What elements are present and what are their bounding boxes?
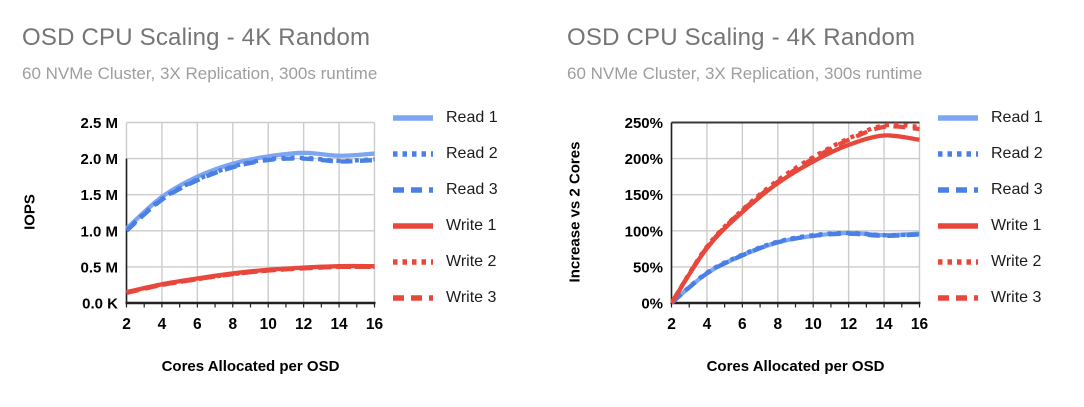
svg-text:6: 6 — [193, 316, 202, 333]
x-axis-title: Cores Allocated per OSD — [161, 358, 340, 375]
svg-text:4: 4 — [703, 316, 712, 333]
series-line-read-3 — [670, 231, 920, 304]
svg-text:2: 2 — [122, 316, 131, 333]
svg-text:0.0 K: 0.0 K — [82, 296, 118, 313]
svg-text:4: 4 — [158, 316, 167, 333]
svg-text:150%: 150% — [625, 187, 663, 204]
y-tick-labels: 0.0 K 0.5 M 1.0 M 1.5 M 2.0 M 2.5 M — [80, 115, 118, 313]
gridlines — [670, 121, 921, 304]
svg-text:10: 10 — [260, 316, 277, 333]
chart-subtitle: 60 NVMe Cluster, 3X Replication, 300s ru… — [22, 64, 378, 83]
x-tick-labels: 2 4 6 8 10 12 14 16 — [667, 316, 928, 333]
svg-text:1.5 M: 1.5 M — [80, 187, 118, 204]
svg-text:12: 12 — [295, 316, 312, 333]
svg-text:200%: 200% — [625, 151, 663, 168]
svg-text:8: 8 — [228, 316, 237, 333]
svg-text:0.5 M: 0.5 M — [80, 259, 118, 276]
series-line-write-3 — [126, 264, 375, 295]
series-line-read-3 — [125, 156, 375, 233]
svg-text:10: 10 — [805, 316, 822, 333]
svg-text:2.0 M: 2.0 M — [80, 151, 118, 168]
x-axis-title: Cores Allocated per OSD — [706, 358, 885, 375]
svg-text:100%: 100% — [625, 223, 663, 240]
gridlines — [125, 121, 376, 304]
plot-area-iops: 0.0 K 0.5 M 1.0 M 1.5 M 2.0 M 2.5 M 2 4 6 8 10 12 14… — [80, 115, 383, 333]
y-tick-labels: 0% 50% 100% 150% 200% 250% — [625, 115, 663, 313]
svg-text:2.5 M: 2.5 M — [80, 115, 118, 132]
series-line-write-1 — [126, 263, 375, 295]
svg-text:1.0 M: 1.0 M — [80, 223, 118, 240]
series-line-read-1 — [125, 150, 375, 231]
series-line-write-2 — [670, 122, 920, 304]
series-line-write-3 — [670, 124, 920, 304]
svg-text:2: 2 — [667, 316, 676, 333]
chart-iops: OSD CPU Scaling - 4K Random 60 NVMe Clus… — [22, 24, 498, 375]
x-tick-labels: 2 4 6 8 10 12 14 16 — [122, 316, 383, 333]
svg-text:16: 16 — [366, 316, 384, 333]
svg-text:250%: 250% — [625, 115, 663, 132]
axes — [670, 122, 921, 308]
series-line-write-1 — [670, 133, 920, 304]
svg-text:0%: 0% — [641, 296, 663, 313]
svg-text:14: 14 — [875, 316, 893, 333]
svg-text:16: 16 — [911, 316, 929, 333]
svg-text:14: 14 — [330, 316, 348, 333]
svg-text:12: 12 — [840, 316, 857, 333]
chart-title: OSD CPU Scaling - 4K Random — [22, 24, 371, 51]
chart-subtitle: 60 NVMe Cluster, 3X Replication, 300s ru… — [567, 64, 923, 83]
series-lines — [670, 122, 920, 304]
chart-title: OSD CPU Scaling - 4K Random — [567, 24, 916, 51]
chart-percent-increase: OSD CPU Scaling - 4K Random 60 NVMe Clus… — [545, 0, 1084, 407]
svg-text:50%: 50% — [633, 259, 663, 276]
series-lines — [125, 150, 375, 295]
svg-text:8: 8 — [773, 316, 782, 333]
svg-text:6: 6 — [738, 316, 747, 333]
plot-area-percent: 0% 50% 100% 150% 200% 250% 2 4 6 8 10 12 14 16 — [625, 115, 929, 333]
